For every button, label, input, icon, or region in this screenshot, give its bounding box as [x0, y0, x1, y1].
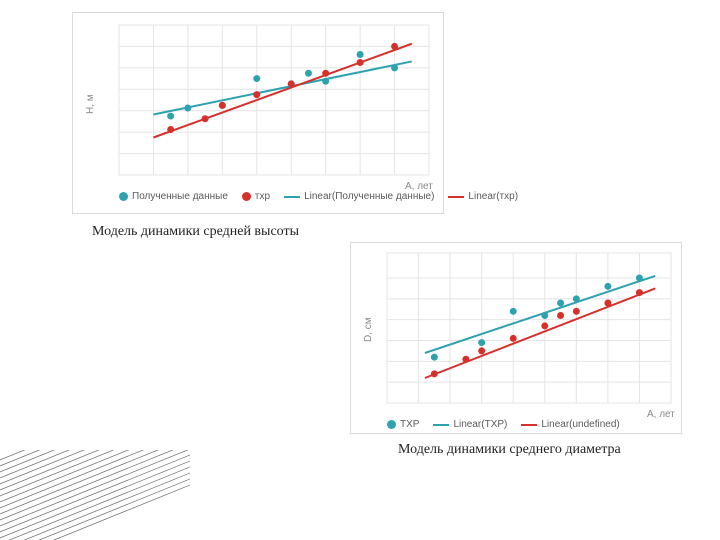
legend-item: Linear(тхр): [448, 191, 518, 202]
legend-item: Полученные данные: [119, 191, 228, 202]
legend-line-icon: [284, 196, 300, 198]
legend-line-icon: [521, 424, 537, 426]
chart-diameter-caption: Модель динамики среднего диаметра: [398, 442, 621, 458]
chart-diameter-plot: [351, 243, 681, 433]
chart-height-caption: Модель динамики средней высоты: [92, 224, 299, 240]
y-axis-label: H, м: [85, 94, 96, 114]
legend-item: тхр: [242, 191, 270, 202]
legend-label: Linear(ТХР): [453, 419, 507, 430]
legend-dot-icon: [387, 420, 396, 429]
legend-item: Linear(ТХР): [433, 419, 507, 430]
decor-wedge: [0, 450, 190, 540]
legend-item: Linear(Полученные данные): [284, 191, 434, 202]
chart-diameter-legend: ТХР Linear(ТХР) Linear(undefined): [387, 419, 620, 430]
legend-label: Полученные данные: [132, 191, 228, 202]
legend-item: ТХР: [387, 419, 419, 430]
x-axis-label: А, лет: [647, 409, 675, 420]
chart-height-plot: [73, 13, 443, 213]
legend-dot-icon: [242, 192, 251, 201]
y-axis-label: D, см: [363, 317, 374, 342]
legend-label: ТХР: [400, 419, 419, 430]
chart-height-box: H, м А, лет Полученные данныетхрLinear(П…: [72, 12, 444, 214]
legend-label: Linear(тхр): [468, 191, 518, 202]
legend-label: Linear(undefined): [541, 419, 619, 430]
legend-label: Linear(Полученные данные): [304, 191, 434, 202]
legend-label: тхр: [255, 191, 270, 202]
legend-line-icon: [448, 196, 464, 198]
chart-diameter-box: D, см А, лет ТХР Linear(ТХР) Linear(undefi…: [350, 242, 682, 434]
legend-line-icon: [433, 424, 449, 426]
chart-height-legend: Полученные данные тхр Linear(Полученные да…: [119, 191, 518, 202]
legend-item: Linear(undefined): [521, 419, 619, 430]
legend-dot-icon: [119, 192, 128, 201]
